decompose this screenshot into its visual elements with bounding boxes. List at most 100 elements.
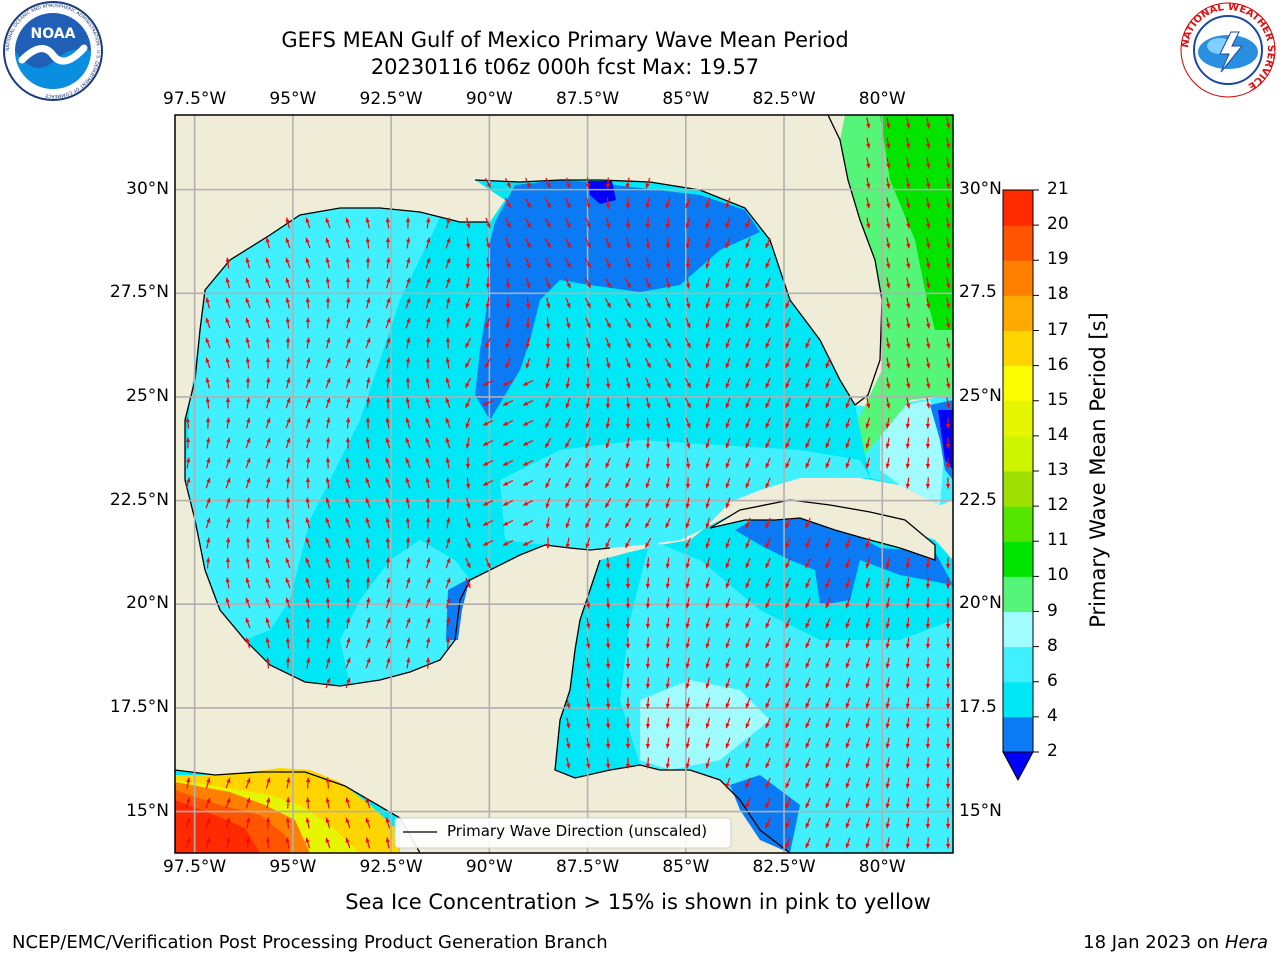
- wave-arrow: [466, 217, 471, 229]
- wave-arrow: [785, 437, 791, 449]
- wave-arrow: [305, 257, 311, 269]
- wave-arrow: [525, 317, 531, 329]
- wave-arrow: [665, 397, 671, 409]
- wave-arrow: [525, 337, 530, 349]
- wave-arrow: [745, 777, 751, 789]
- wave-arrow: [385, 437, 391, 449]
- lon-tick-label: 90°W: [465, 857, 513, 877]
- wave-arrow: [305, 817, 310, 829]
- wave-arrow: [464, 377, 472, 389]
- wave-arrow: [405, 477, 411, 489]
- wave-arrow: [325, 817, 331, 829]
- wave-arrow: [266, 377, 271, 389]
- wave-arrow: [565, 417, 571, 429]
- wave-arrow: [865, 697, 871, 709]
- wave-arrow: [345, 337, 351, 349]
- wave-arrow: [305, 237, 311, 249]
- wave-arrow: [685, 657, 690, 669]
- wave-arrow: [926, 237, 931, 249]
- wave-arrow: [366, 377, 371, 389]
- wave-arrow: [205, 817, 211, 829]
- wave-arrow: [225, 437, 231, 449]
- wave-arrow: [725, 657, 731, 669]
- wave-arrow: [705, 297, 711, 309]
- wave-arrow: [725, 317, 731, 329]
- wave-arrow: [905, 737, 911, 749]
- legend-label: Primary Wave Direction (unscaled): [447, 822, 708, 840]
- wave-arrow: [325, 677, 331, 689]
- wave-arrow: [845, 617, 851, 629]
- wave-arrow: [545, 177, 551, 189]
- wave-arrow: [205, 297, 210, 309]
- wave-arrow: [925, 717, 931, 729]
- wave-arrow: [544, 417, 552, 429]
- wave-arrow: [546, 297, 551, 309]
- wave-arrow: [605, 437, 611, 449]
- wave-arrow: [406, 557, 411, 569]
- wave-arrow: [305, 777, 311, 789]
- wave-arrow: [825, 837, 831, 849]
- wave-arrow: [345, 437, 351, 449]
- wave-arrow: [445, 377, 451, 389]
- wave-arrow: [705, 557, 711, 569]
- wave-arrow: [385, 537, 391, 549]
- wave-arrow: [345, 497, 351, 509]
- wave-arrow: [485, 217, 491, 229]
- wave-arrow: [745, 797, 751, 809]
- wave-arrow: [705, 717, 711, 729]
- wave-arrow: [885, 817, 890, 829]
- wave-arrow: [565, 277, 571, 289]
- wave-arrow: [825, 677, 831, 689]
- wave-arrow: [785, 317, 791, 329]
- wave-arrow: [305, 317, 311, 329]
- wave-arrow: [405, 637, 411, 649]
- wave-arrow: [565, 337, 571, 349]
- wave-period-contour: [175, 800, 260, 853]
- wave-arrow: [705, 737, 711, 749]
- wave-arrow: [425, 357, 431, 369]
- map-legend: [394, 817, 732, 849]
- wave-arrow: [686, 297, 691, 309]
- wave-arrow: [366, 597, 371, 609]
- wave-arrow: [825, 637, 831, 649]
- wave-arrow: [565, 377, 570, 389]
- wave-arrow: [326, 417, 331, 429]
- wave-arrow: [484, 357, 492, 369]
- wave-arrow: [946, 377, 951, 389]
- wave-arrow: [286, 357, 291, 369]
- wave-arrow: [385, 377, 391, 389]
- wave-arrow: [482, 419, 494, 427]
- wave-arrow: [445, 237, 451, 249]
- wave-arrow: [685, 697, 690, 709]
- wave-arrow: [425, 337, 431, 349]
- wave-arrow: [745, 217, 751, 229]
- wave-arrow: [685, 237, 690, 249]
- wave-arrow: [365, 297, 371, 309]
- wave-arrow: [365, 797, 371, 809]
- wave-arrow: [345, 457, 350, 469]
- wave-arrow: [605, 657, 611, 669]
- wave-period-contour: [640, 680, 770, 770]
- wave-arrow: [225, 797, 231, 809]
- wave-arrow: [385, 497, 391, 509]
- wave-arrow: [946, 257, 951, 269]
- wave-arrow: [265, 317, 270, 329]
- lat-tick-label: 17.5: [959, 696, 997, 717]
- wave-arrow: [645, 757, 651, 769]
- wave-arrow: [886, 397, 891, 409]
- wave-arrow: [825, 457, 831, 469]
- wave-arrow: [685, 397, 691, 409]
- wave-arrow: [325, 837, 331, 849]
- cuba: [710, 500, 935, 560]
- wave-arrow: [505, 337, 511, 349]
- wave-arrow: [522, 519, 534, 527]
- wave-arrow: [945, 457, 951, 469]
- wave-arrow: [285, 237, 291, 249]
- wave-arrow: [926, 257, 931, 269]
- wave-arrow: [886, 297, 891, 309]
- wave-arrow: [446, 517, 451, 529]
- wave-arrow: [425, 657, 431, 669]
- wave-arrow: [925, 477, 931, 489]
- wave-arrow: [725, 617, 731, 629]
- colorbar-segment: [1003, 471, 1033, 507]
